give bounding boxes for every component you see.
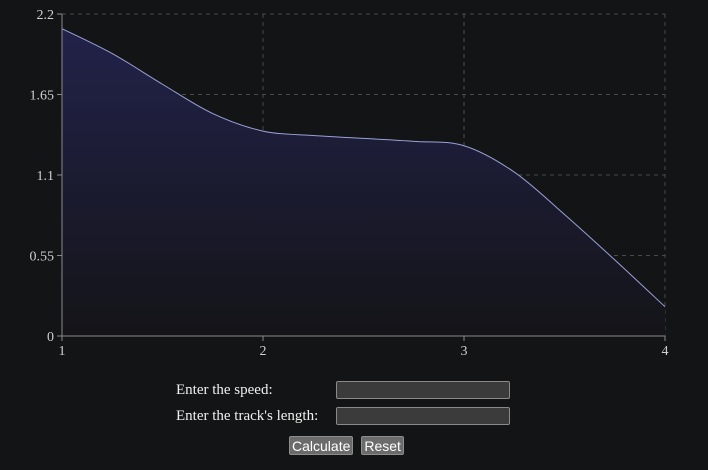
series-line [61,28,666,308]
track-length-row: Enter the track's length: [176,405,510,427]
y-tick-label: 0.55 [30,250,55,265]
track-length-label: Enter the track's length: [176,407,319,424]
y-tick-label: 1.65 [30,89,55,104]
chart-axes [57,13,666,341]
calculate-button[interactable]: Calculate [289,436,354,455]
speed-row: Enter the speed: [176,379,510,401]
x-tick-label: 3 [461,344,468,359]
track-length-input[interactable] [336,407,510,425]
y-tick-label: 2.2 [37,8,55,23]
form-buttons: Calculate Reset [289,436,404,455]
chart-tick-labels: 0 0.55 1.1 1.65 2.2 1 2 3 4 [30,8,669,359]
x-tick-label: 1 [59,344,66,359]
area-fill [62,28,665,337]
x-tick-label: 4 [662,344,669,359]
speed-label: Enter the speed: [176,381,273,398]
y-tick-label: 0 [47,330,54,345]
speed-input[interactable] [336,381,510,399]
reset-button[interactable]: Reset [361,436,404,455]
speed-chart: 0 0.55 1.1 1.65 2.2 1 2 3 4 [30,8,669,359]
y-tick-label: 1.1 [37,169,55,184]
x-tick-label: 2 [260,344,267,359]
